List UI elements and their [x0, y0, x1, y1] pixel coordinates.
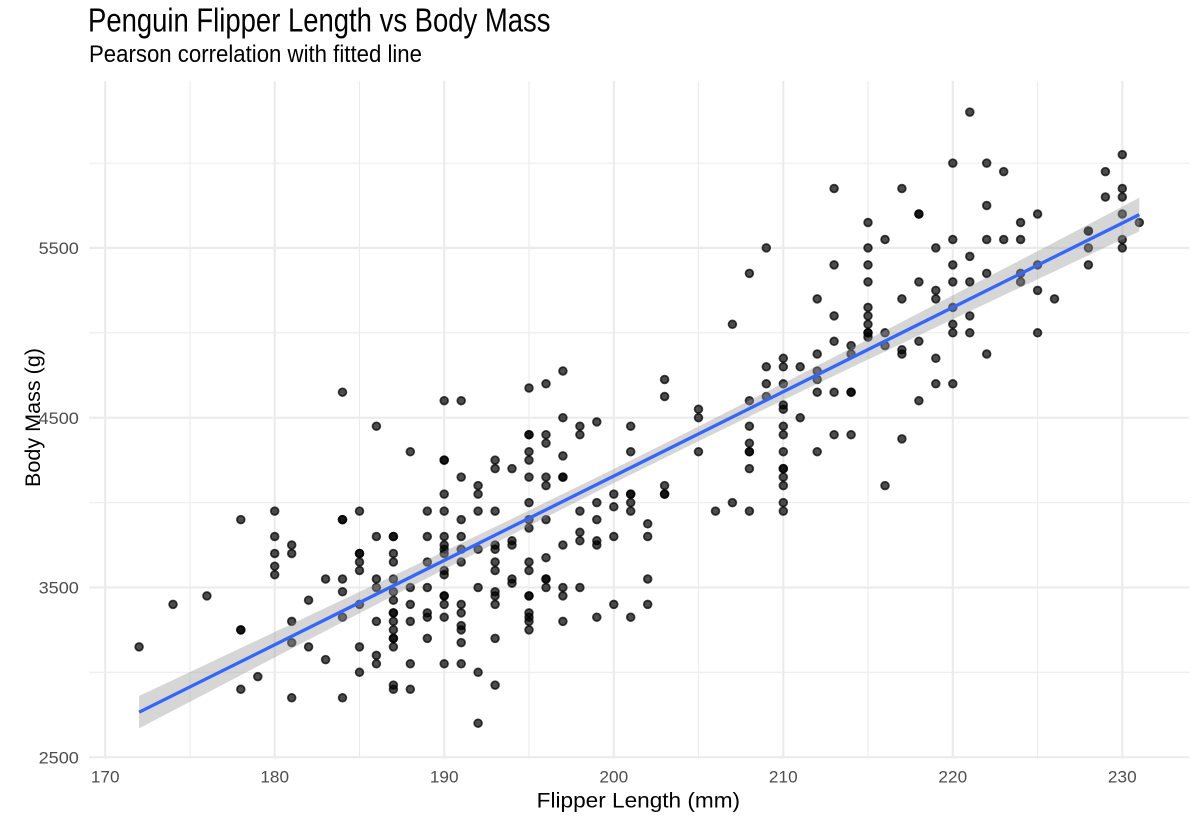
svg-text:220: 220 [938, 768, 967, 787]
svg-text:Body Mass (g): Body Mass (g) [21, 348, 45, 487]
svg-text:180: 180 [260, 768, 289, 787]
svg-text:230: 230 [1108, 768, 1137, 787]
svg-text:4500: 4500 [39, 409, 79, 428]
svg-text:Pearson correlation with fitte: Pearson correlation with fitted line [89, 41, 422, 68]
svg-text:Penguin Flipper Length vs Body: Penguin Flipper Length vs Body Mass [88, 3, 551, 40]
svg-text:190: 190 [430, 768, 459, 787]
svg-text:3500: 3500 [39, 579, 79, 598]
svg-text:2500: 2500 [39, 748, 79, 767]
svg-text:200: 200 [599, 768, 628, 787]
svg-text:Flipper Length (mm): Flipper Length (mm) [537, 789, 740, 813]
svg-text:170: 170 [91, 768, 120, 787]
svg-text:5500: 5500 [39, 239, 79, 258]
svg-text:210: 210 [769, 768, 798, 787]
